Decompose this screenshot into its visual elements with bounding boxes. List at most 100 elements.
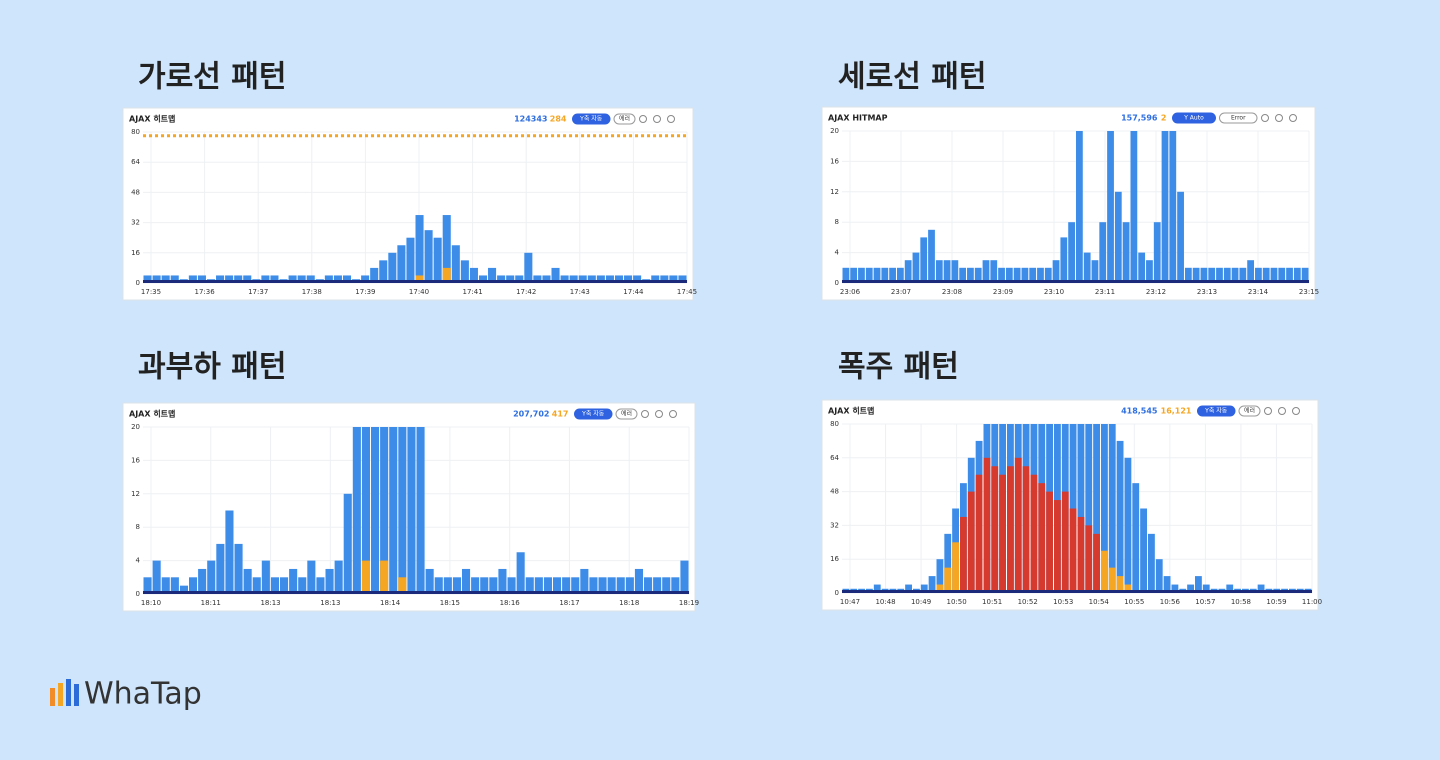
heat-column — [1029, 267, 1037, 283]
header-icon[interactable] — [1275, 114, 1283, 122]
heat-column — [634, 568, 643, 594]
header-icon[interactable] — [1292, 407, 1300, 415]
y-tick-label: 64 — [830, 454, 839, 462]
heat-column — [506, 275, 515, 283]
heat-column — [1099, 222, 1107, 283]
heat-column — [1195, 576, 1202, 593]
header-button[interactable] — [574, 408, 613, 420]
heat-column — [460, 260, 469, 283]
logo-bar — [66, 679, 71, 706]
heat-column — [388, 252, 397, 283]
heat-column — [605, 275, 614, 283]
error-column — [1046, 491, 1053, 593]
heat-column — [1146, 260, 1153, 283]
heat-column — [198, 568, 207, 594]
heat-column — [452, 577, 461, 594]
heat-column — [406, 237, 415, 283]
heat-column — [578, 275, 587, 283]
x-tick-label: 10:58 — [1231, 598, 1251, 606]
header-button[interactable] — [613, 113, 636, 125]
heat-column — [371, 427, 380, 594]
heat-column — [342, 275, 352, 283]
y-tick-label: 80 — [830, 420, 839, 428]
error-column — [1069, 508, 1077, 593]
heat-column — [471, 577, 480, 594]
heat-column — [407, 427, 416, 594]
heat-column — [943, 260, 951, 283]
heat-column — [225, 275, 234, 283]
header-icon[interactable] — [669, 410, 677, 418]
x-tick-label: 18:14 — [380, 599, 401, 607]
heat-column — [379, 260, 388, 283]
heat-column — [1122, 222, 1130, 283]
panel-title: 가로선 패턴 — [138, 60, 286, 95]
heat-column — [928, 576, 936, 593]
heat-column — [197, 275, 206, 283]
x-tick-label: 18:10 — [141, 599, 161, 607]
heat-column — [497, 275, 506, 283]
header-icon[interactable] — [1264, 407, 1272, 415]
x-tick-label: 10:49 — [911, 598, 931, 606]
heat-column — [152, 275, 161, 283]
heat-column — [478, 275, 488, 283]
header-icon[interactable] — [1278, 407, 1286, 415]
header-button[interactable] — [572, 113, 611, 125]
heat-column — [662, 577, 671, 594]
header-button[interactable] — [615, 408, 638, 420]
heat-column — [170, 275, 179, 283]
heat-column — [343, 493, 352, 594]
header-button[interactable] — [1219, 112, 1258, 124]
card-header: AJAX 히트맵 — [129, 409, 175, 419]
header-icon[interactable] — [653, 115, 661, 123]
heat-column — [680, 560, 689, 594]
total-count: 157,596 — [1121, 114, 1158, 123]
header-icon[interactable] — [1289, 114, 1297, 122]
heat-column — [653, 577, 662, 594]
header-button-label: 에러 — [1244, 407, 1255, 415]
heat-column — [842, 267, 850, 283]
header-button[interactable] — [1172, 112, 1216, 124]
heat-column — [671, 577, 680, 594]
heat-column — [425, 568, 434, 594]
error-column — [442, 267, 451, 283]
heat-column — [598, 577, 607, 594]
heat-column — [1208, 267, 1216, 283]
x-tick-label: 23:14 — [1248, 288, 1269, 296]
heat-column — [873, 584, 881, 593]
error-column — [936, 584, 944, 593]
heat-column — [1140, 508, 1147, 593]
heat-column — [1148, 533, 1155, 593]
heat-column — [904, 260, 912, 283]
x-tick-label: 10:47 — [840, 598, 860, 606]
header-icon[interactable] — [641, 410, 649, 418]
heat-column — [1153, 222, 1161, 283]
heat-column — [488, 267, 497, 283]
baseline-strip — [842, 590, 1312, 593]
heat-column — [516, 552, 525, 594]
header-icon[interactable] — [655, 410, 663, 418]
y-tick-label: 12 — [131, 490, 140, 498]
heat-column — [990, 260, 998, 283]
heat-column — [243, 568, 252, 594]
x-tick-label: 18:11 — [201, 599, 221, 607]
heat-column — [569, 275, 578, 283]
heat-column — [881, 267, 889, 283]
heat-column — [1130, 131, 1138, 283]
header-icon[interactable] — [667, 115, 675, 123]
heat-column — [469, 267, 478, 283]
header-button[interactable] — [1197, 405, 1236, 417]
heat-column — [462, 568, 471, 594]
header-button[interactable] — [1238, 405, 1261, 417]
header-icon[interactable] — [639, 115, 647, 123]
x-tick-label: 10:55 — [1124, 598, 1144, 606]
y-tick-label: 16 — [830, 555, 839, 563]
error-column — [1022, 466, 1030, 593]
x-tick-label: 18:15 — [440, 599, 460, 607]
heat-column — [974, 267, 982, 283]
heat-column — [161, 577, 170, 594]
error-count: 2 — [1161, 114, 1167, 123]
heat-column — [261, 275, 270, 283]
header-icon[interactable] — [1261, 114, 1269, 122]
y-tick-label: 80 — [131, 128, 140, 136]
